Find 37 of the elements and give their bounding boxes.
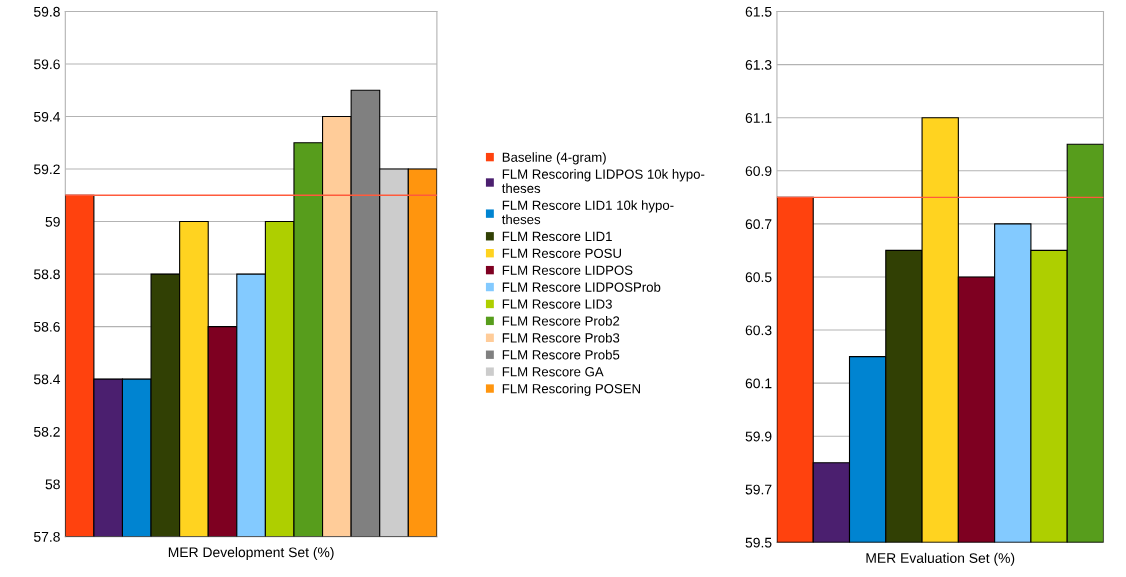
y-tick-label: 59.9: [745, 431, 772, 442]
x-axis-title: MER Development Set (%): [168, 547, 334, 560]
legend-label: FLM Rescore LID1: [502, 231, 612, 242]
y-tick-label: 57.8: [33, 531, 60, 542]
legend-label: FLM Rescoring LIDPOS 10k hypo- theses: [501, 169, 705, 194]
y-tick-label: 61.5: [745, 6, 772, 17]
legend-label: FLM Rescore Prob5: [502, 349, 620, 360]
y-tick-label: 58.4: [33, 374, 61, 385]
y-tick-label: 58.6: [33, 321, 60, 332]
legend-label: FLM Rescore GA: [502, 367, 604, 377]
y-tick-label: 60.1: [745, 378, 772, 389]
y-tick-label: 58.2: [33, 426, 60, 437]
legend-label: FLM Rescore LIDPOSProb: [502, 282, 661, 292]
y-tick-label: 60.9: [745, 166, 772, 176]
y-tick-label: 58.8: [33, 269, 60, 280]
legend-label: FLM Rescoring POSEN: [502, 383, 640, 396]
y-tick-label: 59: [45, 216, 60, 227]
y-tick-label: 59.4: [33, 111, 61, 122]
y-tick-label: 61.1: [745, 113, 772, 123]
y-tick-label: 59.6: [33, 59, 60, 70]
legend-label: Baseline (4-gram): [502, 152, 606, 165]
y-tick-label: 59.5: [745, 537, 772, 548]
legend-label: FLM Rescore LIDPOS: [502, 265, 633, 275]
y-tick-label: 61.3: [745, 59, 772, 70]
legend-label: FLM Rescore Prob2: [502, 315, 620, 326]
x-axis-title: MER Evaluation Set (%): [866, 552, 1015, 566]
y-tick-label: 60.3: [745, 325, 772, 336]
y-tick-label: 60.5: [745, 272, 772, 283]
y-tick-label: 60.7: [745, 219, 772, 230]
y-tick-label: 59.8: [33, 6, 60, 17]
y-tick-label: 59.7: [745, 484, 772, 495]
legend-label: FLM Rescore POSU: [502, 248, 621, 258]
legend-label: FLM Rescore LID3: [502, 299, 612, 309]
legend-label: FLM Rescore Prob3: [502, 332, 620, 343]
y-tick-label: 59.2: [33, 164, 60, 175]
legend-label: FLM Rescore LID1 10k hypo- theses: [501, 200, 674, 225]
y-tick-label: 58: [45, 479, 60, 490]
